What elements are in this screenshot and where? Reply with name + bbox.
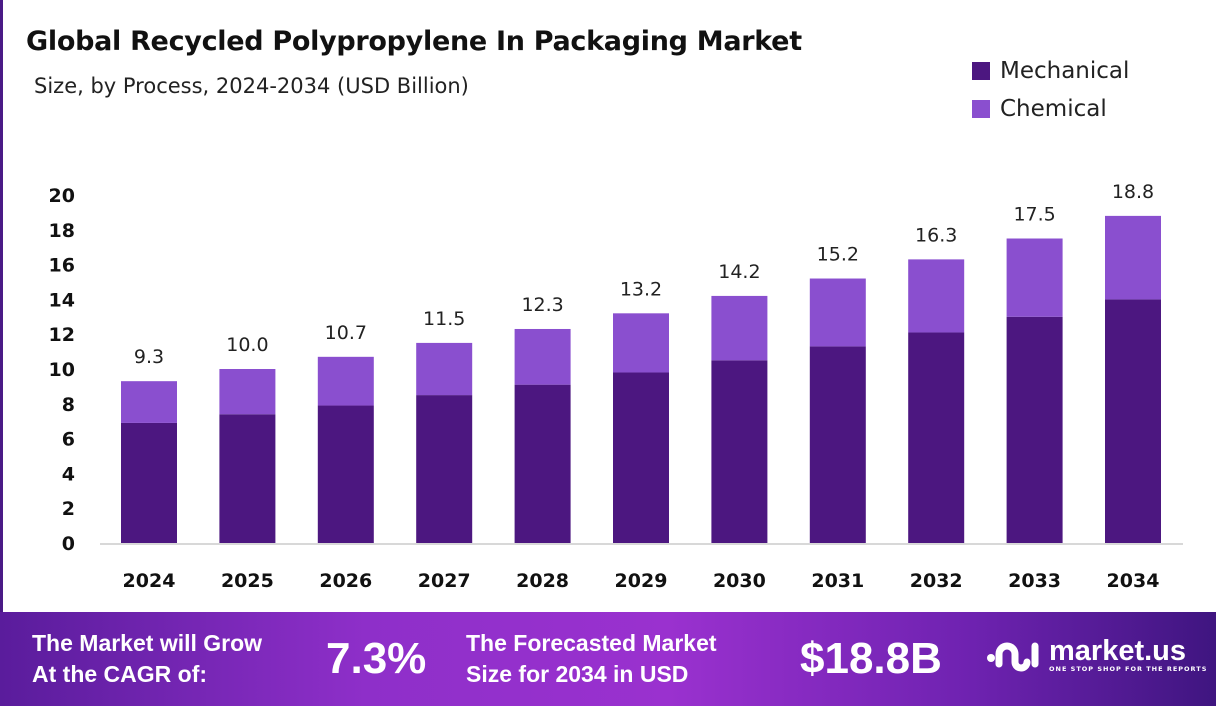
legend-label: Mechanical (1000, 58, 1130, 84)
legend-item-chemical: Chemical (972, 90, 1129, 128)
data-label: 15.2 (817, 244, 859, 266)
bar-mechanical (121, 422, 177, 543)
forecast-label-line: The Forecasted Market (466, 630, 717, 656)
footer-banner: The Market will Grow At the CAGR of: 7.3%… (0, 612, 1216, 706)
bar-chart: 0 2 4 6 8 10 12 14 16 18 20 9.3 2024 10.0 2025 10.7 2026… (49, 181, 1183, 592)
bar-chemical (219, 369, 276, 415)
cagr-label-line: The Market will Grow (32, 630, 263, 656)
left-border (0, 0, 3, 612)
bar-chemical (121, 381, 177, 423)
legend-item-mechanical: Mechanical (972, 52, 1129, 90)
x-tick-label: 2031 (811, 570, 864, 592)
data-label: 10.0 (226, 334, 268, 356)
legend-label: Chemical (1000, 96, 1107, 122)
y-tick-label: 2 (62, 498, 75, 520)
x-tick-label: 2034 (1107, 570, 1160, 592)
y-tick-label: 4 (62, 463, 75, 485)
data-label: 11.5 (423, 308, 465, 330)
bar-mechanical (613, 372, 669, 543)
forecast-value: $18.8B (800, 634, 942, 683)
y-tick-label: 14 (49, 289, 75, 311)
cagr-label-line: At the CAGR of: (32, 661, 208, 687)
bar-mechanical (711, 360, 768, 543)
bar-chemical (317, 356, 374, 406)
y-tick-label: 0 (62, 533, 75, 555)
data-label: 17.5 (1013, 204, 1055, 226)
x-tick-label: 2030 (713, 570, 766, 592)
y-tick-label: 8 (62, 394, 75, 416)
x-tick-label: 2028 (516, 570, 569, 592)
logo-icon (987, 642, 1039, 672)
bar-mechanical (317, 405, 374, 543)
bar-chemical (711, 295, 768, 361)
legend-swatch (972, 100, 990, 118)
data-label: 16.3 (915, 224, 957, 246)
y-tick-label: 6 (62, 429, 75, 451)
bar-mechanical (514, 384, 571, 543)
bar-chemical (416, 342, 473, 396)
y-tick-label: 18 (49, 220, 75, 242)
cagr-label: The Market will Grow At the CAGR of: (32, 628, 262, 690)
x-tick-label: 2029 (615, 570, 668, 592)
forecast-label-line: Size for 2034 in USD (466, 661, 689, 687)
data-label: 9.3 (134, 346, 164, 368)
x-tick-label: 2032 (910, 570, 963, 592)
data-label: 14.2 (718, 261, 760, 283)
x-tick-label: 2024 (123, 570, 176, 592)
chart-subtitle: Size, by Process, 2024-2034 (USD Billion… (34, 74, 469, 98)
chart-title: Global Recycled Polypropylene In Packagi… (26, 26, 802, 57)
bar-chemical (809, 278, 866, 347)
bar-mechanical (416, 395, 473, 543)
bar-chemical (613, 313, 669, 373)
cagr-value: 7.3% (326, 634, 427, 683)
bar-mechanical (1006, 316, 1063, 543)
legend: Mechanical Chemical (972, 52, 1129, 128)
y-tick-label: 20 (49, 185, 75, 207)
y-tick-label: 10 (49, 359, 75, 381)
bar-chemical (908, 259, 965, 333)
bar-chemical (1006, 238, 1063, 317)
data-label: 18.8 (1112, 181, 1154, 203)
logo-tagline: ONE STOP SHOP FOR THE REPORTS (1049, 665, 1208, 673)
y-tick-label: 16 (49, 255, 75, 277)
x-tick-label: 2025 (221, 570, 274, 592)
bar-mechanical (1105, 299, 1161, 543)
legend-swatch (972, 62, 990, 80)
x-tick-label: 2027 (418, 570, 471, 592)
bar-chemical (1105, 215, 1161, 300)
data-label: 13.2 (620, 278, 662, 300)
bar-mechanical (908, 332, 965, 543)
bar-mechanical (219, 414, 276, 543)
data-label: 10.7 (325, 322, 367, 344)
logo-text: market.us (1049, 635, 1187, 667)
y-tick-label: 12 (49, 324, 75, 346)
market-us-logo: market.us ONE STOP SHOP FOR THE REPORTS (985, 634, 1207, 676)
x-tick-label: 2026 (319, 570, 372, 592)
x-tick-label: 2033 (1008, 570, 1061, 592)
bar-chemical (514, 328, 571, 385)
bar-mechanical (809, 346, 866, 543)
data-label: 12.3 (521, 294, 563, 316)
forecast-label: The Forecasted Market Size for 2034 in US… (466, 628, 717, 690)
